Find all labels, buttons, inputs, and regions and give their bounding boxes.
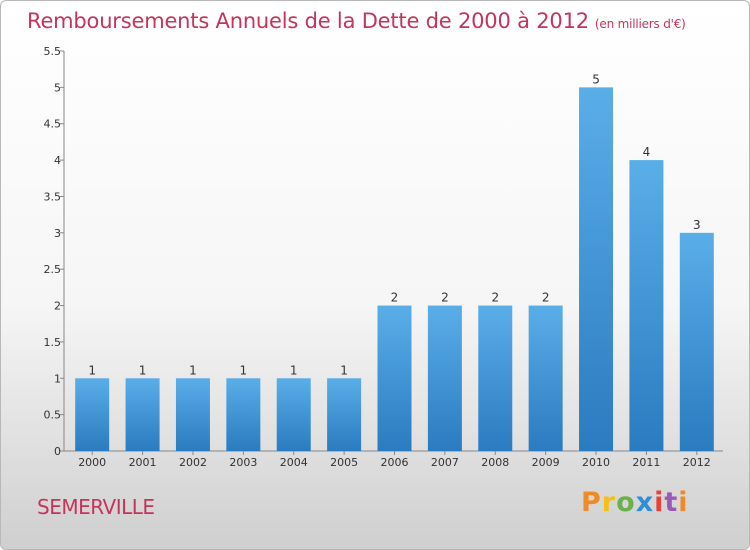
bar-value-label: 2 [542, 291, 550, 305]
x-tick-label: 2003 [229, 456, 257, 469]
bar-value-label: 3 [693, 218, 701, 232]
y-tick-label: 2 [54, 300, 61, 313]
commune-name: SEMERVILLE [37, 495, 155, 519]
x-tick-label: 2000 [78, 456, 106, 469]
y-tick-label: 4.5 [44, 118, 62, 131]
bar [377, 305, 412, 451]
x-tick-label: 2008 [481, 456, 509, 469]
bar [226, 378, 261, 451]
bar [629, 160, 664, 451]
x-tick-label: 2007 [431, 456, 459, 469]
bar-value-label: 1 [189, 363, 197, 377]
bar [75, 378, 110, 451]
bar-value-label: 4 [643, 145, 651, 159]
bar-value-label: 2 [491, 291, 499, 305]
bar [427, 305, 462, 451]
bar-value-label: 1 [290, 363, 298, 377]
bar [276, 378, 311, 451]
x-tick-label: 2009 [532, 456, 560, 469]
bar-value-label: 5 [592, 72, 600, 86]
chart-title: Remboursements Annuels de la Dette de 20… [27, 9, 686, 33]
x-tick-label: 2010 [582, 456, 610, 469]
bar [125, 378, 160, 451]
y-tick-label: 2.5 [44, 263, 62, 276]
bar-value-label: 1 [240, 363, 248, 377]
x-tick-label: 2006 [381, 456, 409, 469]
y-tick-label: 5 [54, 81, 61, 94]
y-tick-label: 0.5 [44, 409, 62, 422]
chart-subtitle: (en milliers d'€) [594, 17, 686, 31]
y-tick-label: 4 [54, 154, 61, 167]
bar-value-label: 1 [88, 363, 96, 377]
y-tick-label: 1 [54, 372, 61, 385]
x-tick-label: 2001 [129, 456, 157, 469]
bar [579, 87, 614, 451]
x-tick-label: 2002 [179, 456, 207, 469]
y-tick-label: 0 [54, 445, 61, 458]
bar [478, 305, 513, 451]
bar [679, 232, 714, 451]
chart-title-text: Remboursements Annuels de la Dette de 20… [27, 9, 589, 33]
bar [327, 378, 362, 451]
x-tick-label: 2005 [330, 456, 358, 469]
proxiti-logo: Proxiti [581, 487, 689, 518]
x-tick-label: 2004 [280, 456, 308, 469]
bar-value-label: 1 [340, 363, 348, 377]
bar-value-label: 1 [139, 363, 147, 377]
y-tick-label: 5.5 [44, 45, 62, 58]
bar [175, 378, 210, 451]
x-tick-label: 2012 [683, 456, 711, 469]
y-tick-label: 1.5 [44, 336, 62, 349]
bar-value-label: 2 [391, 291, 399, 305]
y-tick-label: 3 [54, 227, 61, 240]
bar [528, 305, 563, 451]
bar-value-label: 2 [441, 291, 449, 305]
x-tick-label: 2011 [632, 456, 660, 469]
y-tick-label: 3.5 [44, 190, 62, 203]
